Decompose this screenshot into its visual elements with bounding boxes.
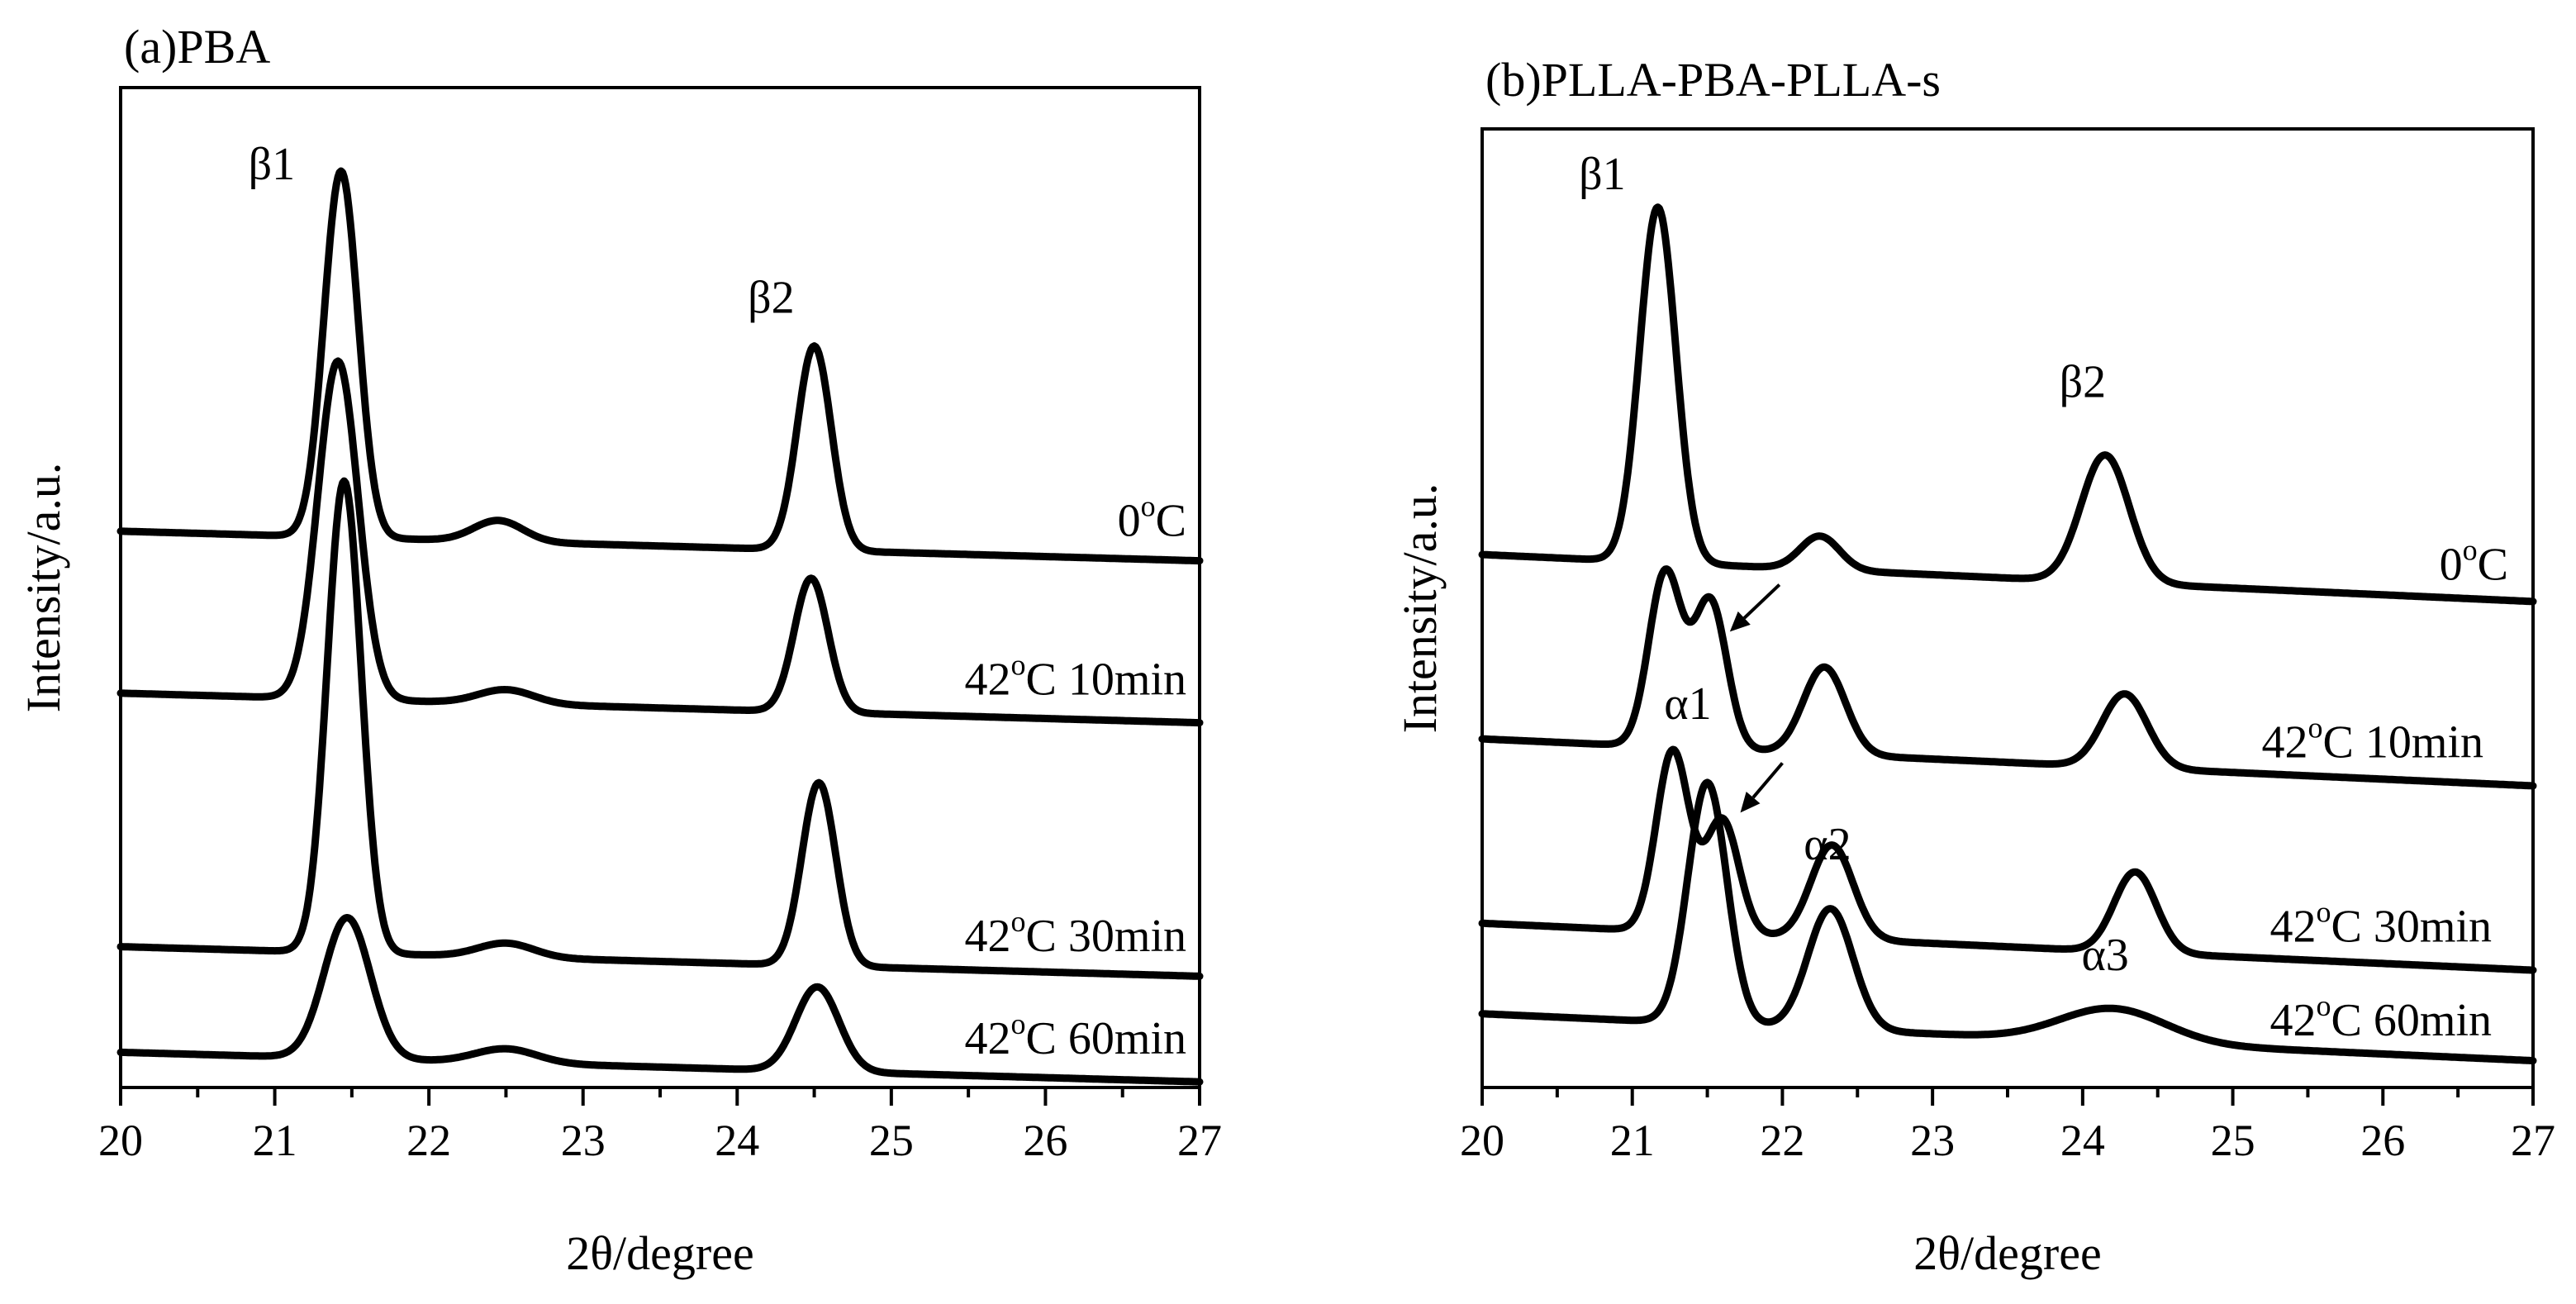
annotation-arrow-head	[1729, 611, 1751, 632]
chart-panel-b: 20 21 22 23 24 25 26 27 2θ/degree Intensity/a.u. (…	[1393, 53, 2555, 1280]
x-axis-title: 2θ/degree	[566, 1226, 753, 1280]
x-tick-label: 20	[1460, 1116, 1504, 1165]
peak-annotation: α2	[1804, 819, 1851, 870]
series-line	[1478, 745, 2537, 974]
x-tick-label: 21	[253, 1116, 297, 1165]
series-line	[1478, 565, 2537, 790]
series-label-tail: C 30min	[2331, 902, 2492, 953]
peak-annotation: α1	[1664, 678, 1711, 730]
x-tick-label: 22	[406, 1116, 451, 1165]
series-label-main: 42	[2270, 902, 2317, 953]
x-tick-label: 25	[2211, 1116, 2255, 1165]
annotation-arrow	[1742, 583, 1781, 620]
series-label-degree: o	[1011, 1007, 1026, 1040]
chart-panel-a: 20 21 22 23 24 25 26 27 2θ/degree Intensity/a.u. (…	[17, 20, 1222, 1280]
series-label-tail: C	[1156, 495, 1186, 546]
x-tick-label: 26	[2360, 1116, 2405, 1165]
series-label-main: 0	[1118, 495, 1141, 546]
x-tick-label: 26	[1023, 1116, 1067, 1165]
series-label-degree: o	[2317, 896, 2331, 929]
x-tick-label: 22	[1760, 1116, 1804, 1165]
series-line	[1478, 778, 2537, 1065]
series-label: 42oC 60min	[965, 1007, 1186, 1064]
series-label-tail: C	[2478, 539, 2508, 590]
panel-title: (b)PLLA-PBA-PLLA-s	[1485, 53, 1941, 107]
series-line	[116, 477, 1204, 980]
series-label-degree: o	[2463, 533, 2478, 566]
series-label-tail: C 10min	[2323, 717, 2483, 769]
series-line	[1478, 203, 2537, 606]
x-tick-label: 20	[98, 1116, 143, 1165]
x-tick-label: 27	[1177, 1116, 1222, 1165]
series-label: 42oC 10min	[965, 648, 1186, 705]
peak-annotation: β2	[748, 273, 795, 324]
series-label-tail: C 60min	[2331, 995, 2492, 1046]
series-line	[116, 167, 1204, 565]
series-label-degree: o	[1011, 905, 1026, 938]
series-label-main: 42	[2270, 995, 2317, 1046]
series-label: 0oC	[1118, 489, 1186, 546]
series-label-degree: o	[1011, 648, 1026, 681]
series-label: 42oC 60min	[2270, 989, 2492, 1046]
y-axis-title: Intensity/a.u.	[1393, 483, 1447, 734]
series-label-degree: o	[1141, 489, 1156, 522]
x-tick-label: 21	[1610, 1116, 1655, 1165]
series-label-main: 42	[965, 654, 1011, 705]
series-label-main: 0	[2440, 539, 2463, 590]
series-label-tail: C 10min	[1026, 654, 1186, 705]
y-axis-title: Intensity/a.u.	[17, 463, 70, 713]
x-axis-title: 2θ/degree	[1913, 1226, 2101, 1280]
x-tick-label: 23	[1910, 1116, 1955, 1165]
annotation-arrow	[1751, 762, 1784, 799]
annotation-arrow-head	[1740, 791, 1761, 813]
peak-annotation: β1	[1579, 149, 1626, 200]
series-label: 42oC 10min	[2262, 711, 2483, 769]
series-label-degree: o	[2317, 989, 2331, 1022]
series-label-main: 42	[965, 1013, 1011, 1064]
panel-title: (a)PBA	[124, 20, 270, 74]
x-tick-label: 24	[715, 1116, 759, 1165]
series-label-main: 42	[2262, 717, 2308, 769]
x-tick-label: 23	[561, 1116, 606, 1165]
series-label-tail: C 60min	[1026, 1013, 1186, 1064]
series-label-main: 42	[965, 911, 1011, 962]
x-tick-label: 25	[869, 1116, 914, 1165]
x-tick-label: 27	[2511, 1116, 2555, 1165]
peak-annotation: α3	[2081, 930, 2128, 981]
series-label: 42oC 30min	[2270, 896, 2492, 953]
series-line	[116, 914, 1204, 1086]
peak-annotation: β1	[249, 139, 296, 190]
series-label-degree: o	[2308, 711, 2323, 745]
peak-annotation: β2	[2060, 356, 2107, 407]
series-label-tail: C 30min	[1026, 911, 1186, 962]
series-line	[116, 357, 1204, 727]
series-label: 42oC 30min	[965, 905, 1186, 962]
x-tick-label: 24	[2060, 1116, 2105, 1165]
series-label: 0oC	[2440, 533, 2508, 590]
